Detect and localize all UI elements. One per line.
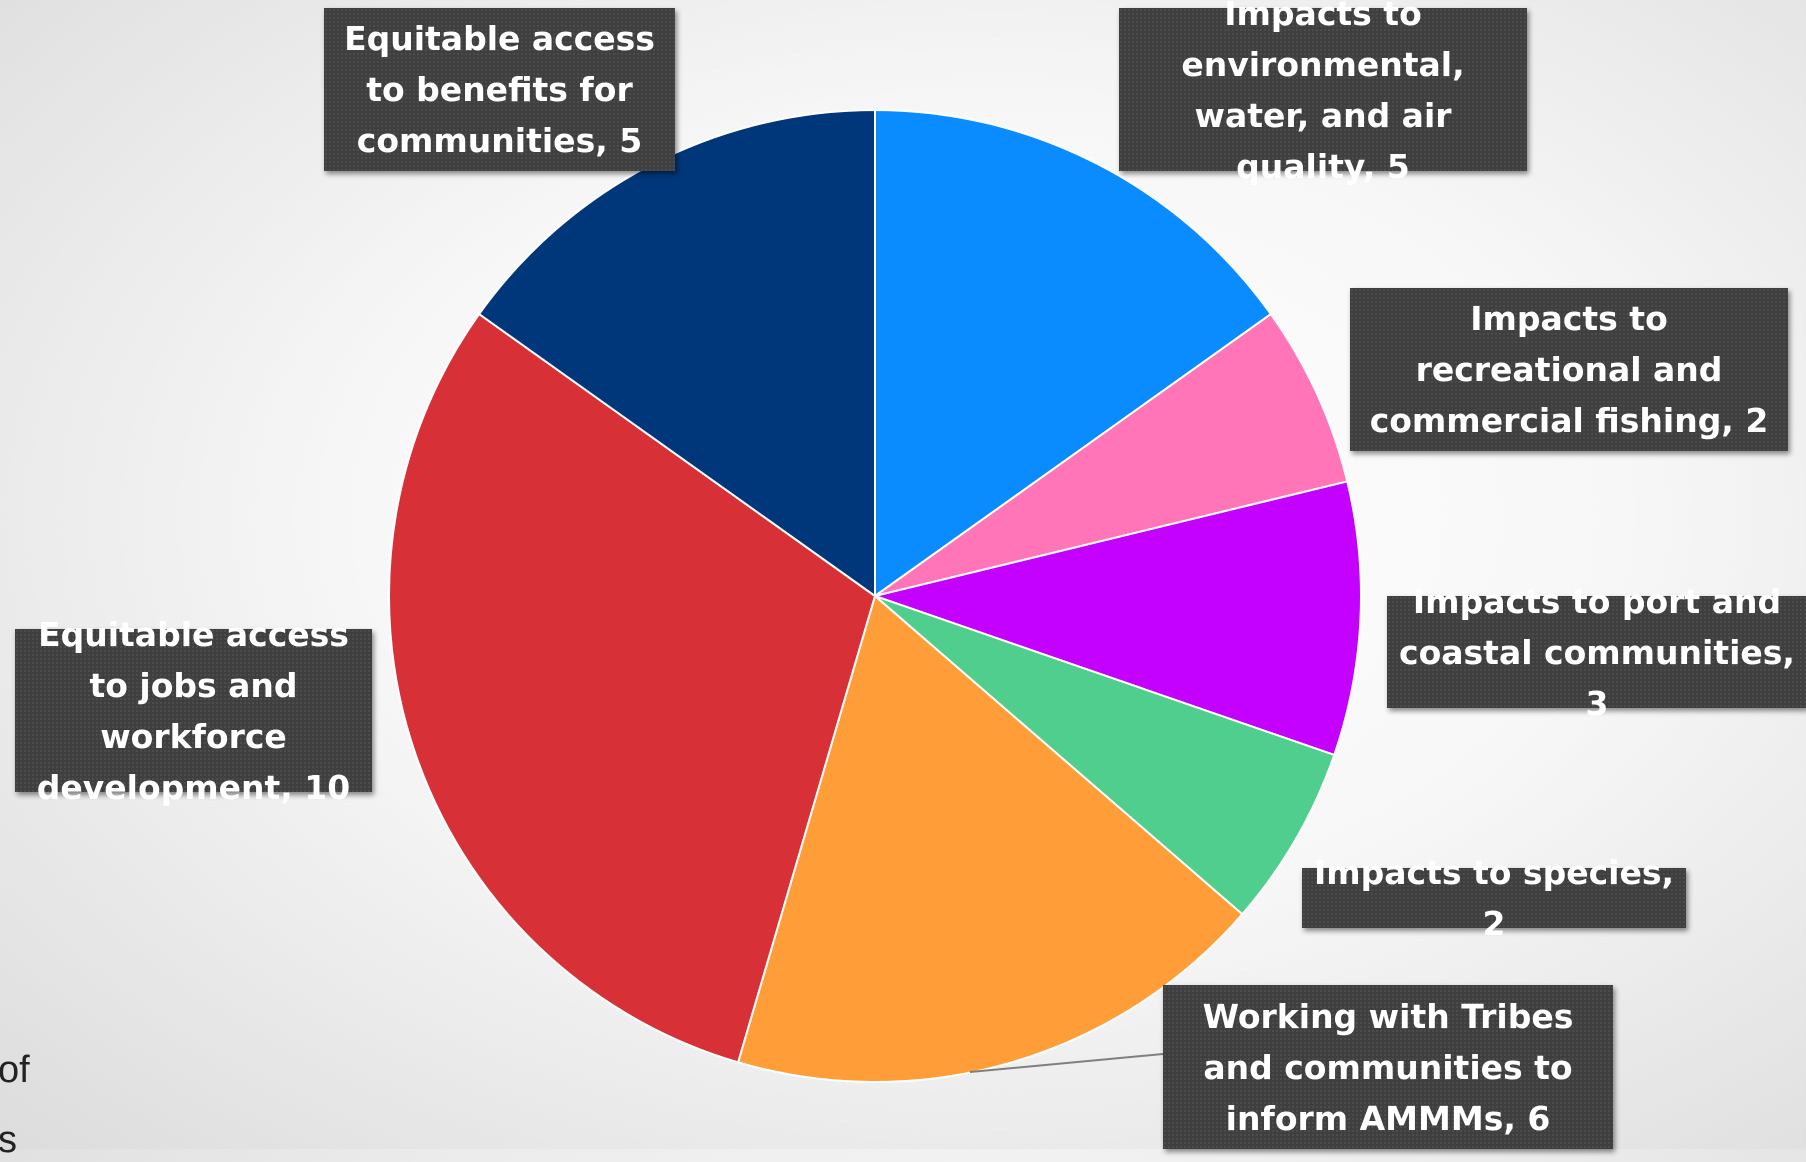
leader-line-working-with-tribes — [969, 1053, 1164, 1073]
pie-slice-0 — [874, 109, 1272, 597]
data-label-jobs-workforce: Equitable access to jobs and workforce d… — [15, 615, 372, 807]
pie-slice-5 — [388, 313, 876, 1064]
data-label-benefits-for-communities: Equitable access to benefits for communi… — [324, 8, 675, 171]
data-label-recreational-commercial-fishing: Impacts to recreational and commercial f… — [1350, 288, 1788, 451]
data-label-port-coastal-communities: Impacts to port and coastal communities,… — [1387, 582, 1806, 723]
background-text-fragment: of — [0, 1049, 30, 1091]
data-label-working-with-tribes: Working with Tribes and communities to i… — [1163, 985, 1613, 1149]
pie-slice-1 — [874, 313, 1349, 597]
pie-slice-2 — [874, 480, 1362, 756]
pie-slice-4 — [737, 595, 1244, 1083]
pie-slices — [388, 109, 1362, 1083]
background-text-fragment: s — [0, 1119, 17, 1161]
data-label-environmental-water-air: Impacts to environmental, water, and air… — [1119, 0, 1527, 186]
data-label-species: Impacts to species, 2 — [1302, 853, 1686, 943]
pie-slice-3 — [874, 595, 1336, 916]
